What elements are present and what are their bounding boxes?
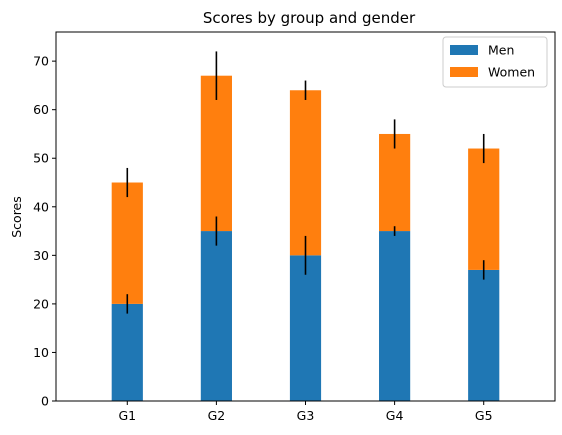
bar-men-g5 bbox=[468, 269, 500, 401]
x-tick-label: G4 bbox=[386, 408, 404, 423]
legend-label-men: Men bbox=[488, 43, 514, 58]
y-tick-label: 0 bbox=[41, 394, 49, 409]
bar-women-g1 bbox=[111, 182, 143, 304]
legend: Men Women bbox=[442, 36, 548, 88]
bar-women-g2 bbox=[200, 75, 232, 232]
legend-swatch-women bbox=[450, 67, 478, 77]
plot-area bbox=[55, 31, 556, 402]
bar-women-g4 bbox=[379, 133, 411, 232]
y-tick-label: 20 bbox=[33, 296, 49, 311]
y-tick-label: 30 bbox=[33, 248, 49, 263]
y-tick-label: 70 bbox=[33, 54, 49, 69]
bar-women-g3 bbox=[289, 90, 322, 256]
x-tick-label: G1 bbox=[118, 408, 136, 423]
y-axis: 0 10 20 30 40 50 60 70 bbox=[33, 54, 56, 409]
bar-women-g5 bbox=[468, 148, 500, 270]
bar-men-g2 bbox=[200, 231, 232, 401]
y-tick-label: 40 bbox=[33, 199, 49, 214]
bar-men-g1 bbox=[111, 303, 143, 401]
y-tick-label: 50 bbox=[33, 151, 49, 166]
x-axis: G1 G2 G3 G4 G5 bbox=[118, 401, 493, 423]
bar-men-g4 bbox=[379, 231, 411, 401]
y-tick-label: 60 bbox=[33, 102, 49, 117]
legend-swatch-men bbox=[450, 45, 478, 55]
chart-title: Scores by group and gender bbox=[203, 9, 416, 27]
x-tick-label: G2 bbox=[208, 408, 226, 423]
x-tick-label: G5 bbox=[475, 408, 493, 423]
bar-men-g3 bbox=[289, 255, 322, 401]
legend-label-women: Women bbox=[488, 65, 535, 80]
x-tick-label: G3 bbox=[297, 408, 315, 423]
y-axis-label: Scores bbox=[9, 196, 24, 238]
y-tick-label: 10 bbox=[33, 345, 49, 360]
